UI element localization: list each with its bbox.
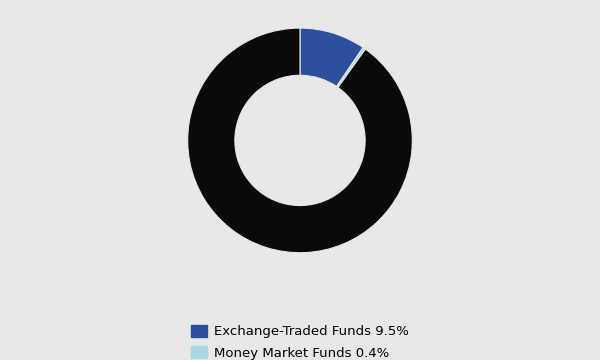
Wedge shape: [300, 28, 363, 86]
Legend: Exchange-Traded Funds 9.5%, Money Market Funds 0.4%, Open End Funds 90.1%: Exchange-Traded Funds 9.5%, Money Market…: [191, 325, 409, 360]
Wedge shape: [188, 28, 412, 253]
Wedge shape: [337, 48, 365, 87]
